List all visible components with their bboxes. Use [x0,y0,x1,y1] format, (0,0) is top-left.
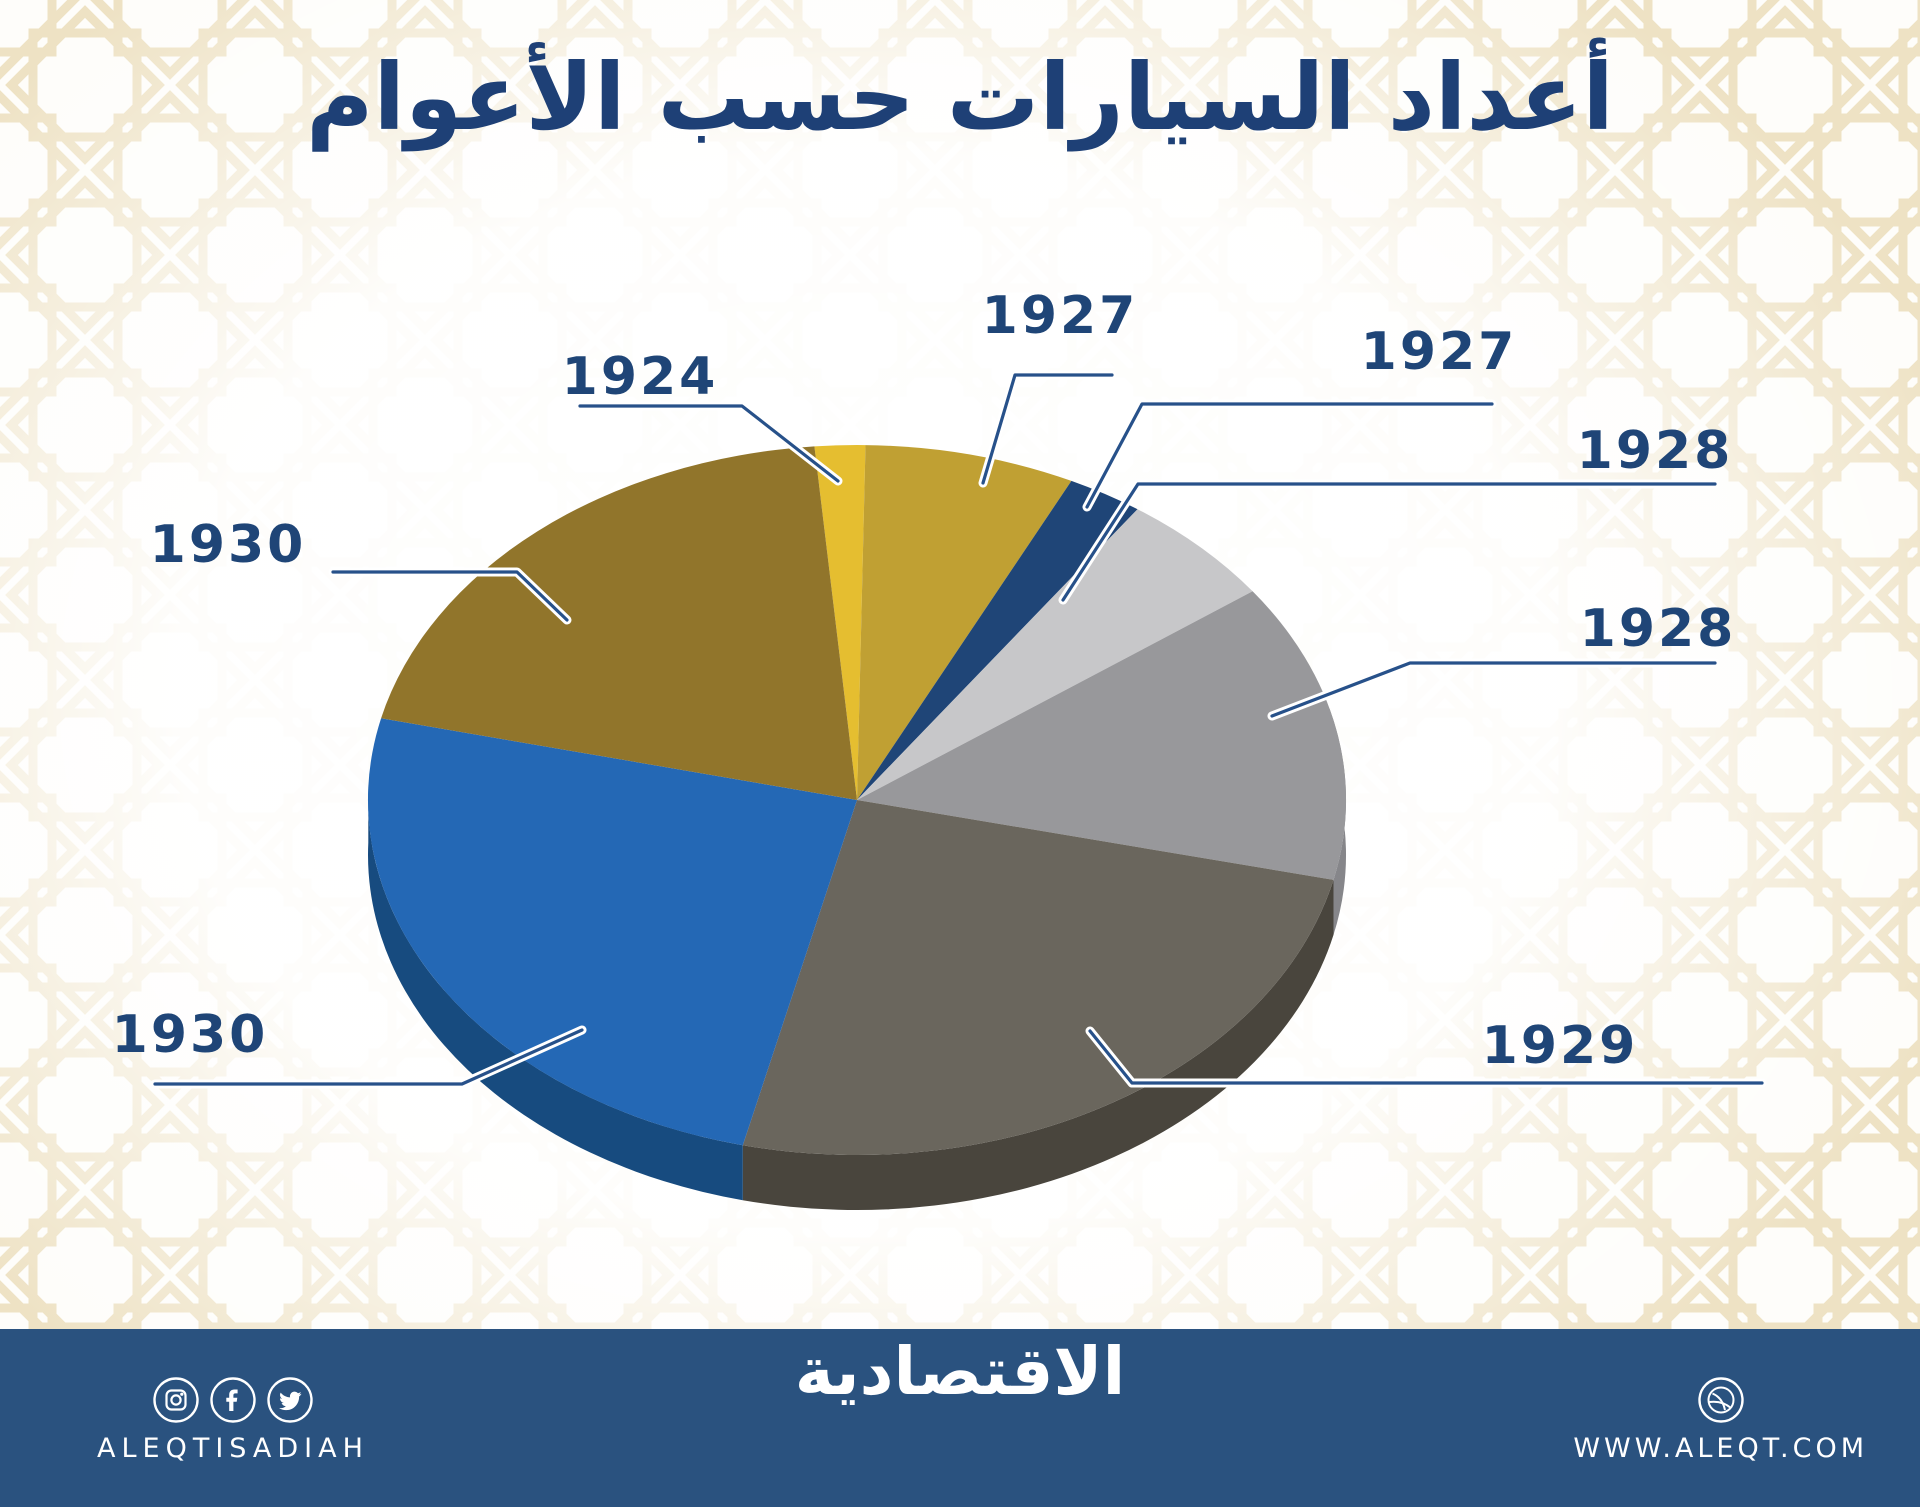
leader-line-1924 [578,404,840,483]
pie-slice-1927[interactable] [857,480,1138,800]
pie-slice-1927[interactable] [857,445,1072,800]
slice-label-1929: 1929 [1481,1016,1639,1076]
pie-slice-side-1930 [368,787,743,1201]
pie-slice-1924[interactable] [814,445,866,800]
page-title: أعداد السيارات حسب الأعوام [306,44,1614,151]
pie-slice-1928[interactable] [857,591,1347,880]
footer-bar: ALEQTISADIAH الاقتصادية WWW.ALEQT.COM [0,1329,1920,1507]
slice-label-1927: 1927 [1360,322,1518,382]
footer-logo-block: الاقتصادية [0,1339,1920,1405]
slice-label-1930: 1930 [111,1005,269,1065]
pie-slice-1930[interactable] [381,446,857,800]
newspaper-logo: الاقتصادية [794,1333,1126,1410]
footer-social-block: ALEQTISADIAH [97,1376,369,1464]
leader-line-1929 [1088,1029,1764,1085]
twitter-icon[interactable] [266,1376,314,1424]
leader-line-1930 [153,1028,584,1086]
dribbble-icon[interactable] [1697,1376,1745,1424]
pie-slice-1930[interactable] [367,718,857,1146]
footer-handle-text: ALEQTISADIAH [97,1433,369,1464]
pie-slice-1929[interactable] [742,800,1334,1156]
facebook-icon[interactable] [209,1376,257,1424]
pie-slice-1928[interactable] [857,509,1253,800]
slice-label-1930: 1930 [149,515,307,575]
footer-url-text[interactable]: WWW.ALEQT.COM [1573,1433,1868,1464]
slice-label-1928: 1928 [1579,599,1737,659]
slice-label-1924: 1924 [561,347,719,407]
leader-line-1930 [331,570,569,622]
leader-line-1928 [1061,482,1717,602]
slice-label-1928: 1928 [1576,421,1734,481]
slice-label-1927: 1927 [981,286,1139,346]
footer-site-block: WWW.ALEQT.COM [1573,1376,1868,1464]
leader-line-1927 [1085,402,1494,509]
leader-line-1927 [981,373,1114,485]
pie-slice-side-1929 [742,879,1334,1211]
instagram-icon[interactable] [152,1376,200,1424]
leader-line-1928 [1270,661,1717,718]
